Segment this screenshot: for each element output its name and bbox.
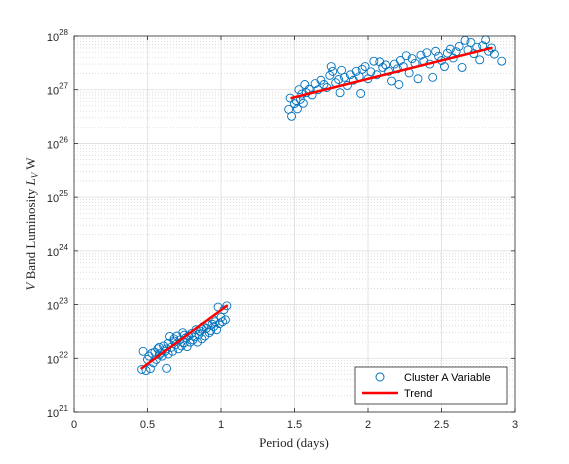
x-tick-label: 0.5 [140, 419, 155, 431]
x-tick-label: 0 [71, 419, 77, 431]
y-tick-label: 1028 [47, 28, 69, 44]
data-point [326, 62, 336, 71]
data-point [439, 62, 449, 71]
data-point [220, 315, 230, 325]
data-point [340, 72, 349, 82]
data-point [182, 342, 192, 352]
y-axis: 1021 1022 1023 1024 1025 1026 1027 1028 [47, 28, 515, 420]
data-point [207, 319, 217, 329]
data-point [154, 342, 164, 352]
data-point [445, 44, 455, 54]
y-tick-label: 1022 [47, 350, 69, 366]
data-point [384, 66, 394, 76]
data-point [497, 56, 507, 66]
y-axis-label-symbol: L [23, 178, 38, 186]
data-point [369, 56, 379, 66]
x-axis-label: Period (days) [259, 435, 329, 450]
data-point [222, 301, 232, 311]
data-point [185, 337, 195, 347]
data-point [395, 56, 405, 65]
data-point [209, 322, 219, 331]
data-point [357, 64, 367, 74]
data-point [392, 64, 402, 74]
data-point [457, 62, 467, 72]
data-point [375, 57, 385, 67]
y-axis-label-text: Band Luminosity [23, 185, 38, 282]
data-point [212, 325, 222, 335]
data-point [401, 51, 411, 61]
legend-label-scatter: Cluster A Variable [404, 372, 491, 384]
data-point [422, 48, 432, 58]
trend-line [140, 304, 229, 370]
data-point [145, 364, 155, 374]
data-point [328, 66, 338, 76]
data-point [387, 76, 396, 86]
data-point [287, 111, 297, 121]
x-tick-label: 1.5 [287, 419, 302, 431]
y-tick-label: 1026 [47, 135, 69, 151]
data-point [351, 66, 361, 76]
y-axis-label: V Band Luminosity LV W [23, 157, 40, 291]
data-point [138, 346, 148, 356]
y-axis-label-variable: V [23, 281, 38, 291]
data-point [137, 364, 147, 374]
x-tick-label: 2.5 [434, 419, 449, 431]
y-tick-label: 1023 [47, 297, 69, 313]
trend-line [290, 46, 493, 100]
y-tick-label: 1021 [47, 404, 69, 420]
y-tick-label: 1024 [47, 243, 69, 259]
data-point [319, 80, 329, 89]
x-tick-label: 1 [218, 419, 224, 431]
y-tick-label: 1025 [47, 189, 69, 205]
data-point [218, 317, 227, 327]
data-point [360, 62, 370, 71]
data-point [298, 98, 308, 108]
data-point [416, 50, 426, 60]
y-axis-label-unit: W [23, 157, 38, 173]
data-point [428, 72, 438, 82]
data-point [162, 363, 172, 373]
data-point [197, 334, 207, 344]
data-point [356, 89, 366, 98]
legend: Cluster A Variable Trend [354, 366, 508, 405]
data-point [294, 85, 304, 95]
data-point [489, 49, 499, 59]
x-axis: 0 0.5 1 1.5 2 2.5 3 [71, 36, 518, 431]
data-point [394, 80, 404, 89]
data-point [484, 46, 493, 56]
legend-marker-scatter [375, 372, 385, 382]
data-point [334, 75, 344, 84]
data-point [292, 104, 302, 114]
data-point [150, 347, 160, 357]
data-point [191, 325, 201, 335]
x-tick-label: 3 [512, 419, 518, 431]
data-point [366, 67, 376, 77]
data-point [413, 74, 423, 84]
data-point [475, 55, 485, 65]
data-point [466, 37, 476, 47]
series-layer [137, 35, 507, 376]
data-point [159, 341, 169, 351]
x-tick-label: 2 [365, 419, 371, 431]
data-point [173, 344, 183, 354]
y-tick-label: 1027 [47, 82, 69, 98]
data-point [431, 46, 441, 56]
data-point [407, 54, 417, 64]
data-point [176, 341, 186, 351]
y-axis-label-subscript: V [30, 171, 40, 178]
data-point [454, 41, 464, 51]
legend-label-trend: Trend [404, 388, 432, 400]
data-point [335, 88, 345, 98]
data-point [169, 334, 179, 344]
